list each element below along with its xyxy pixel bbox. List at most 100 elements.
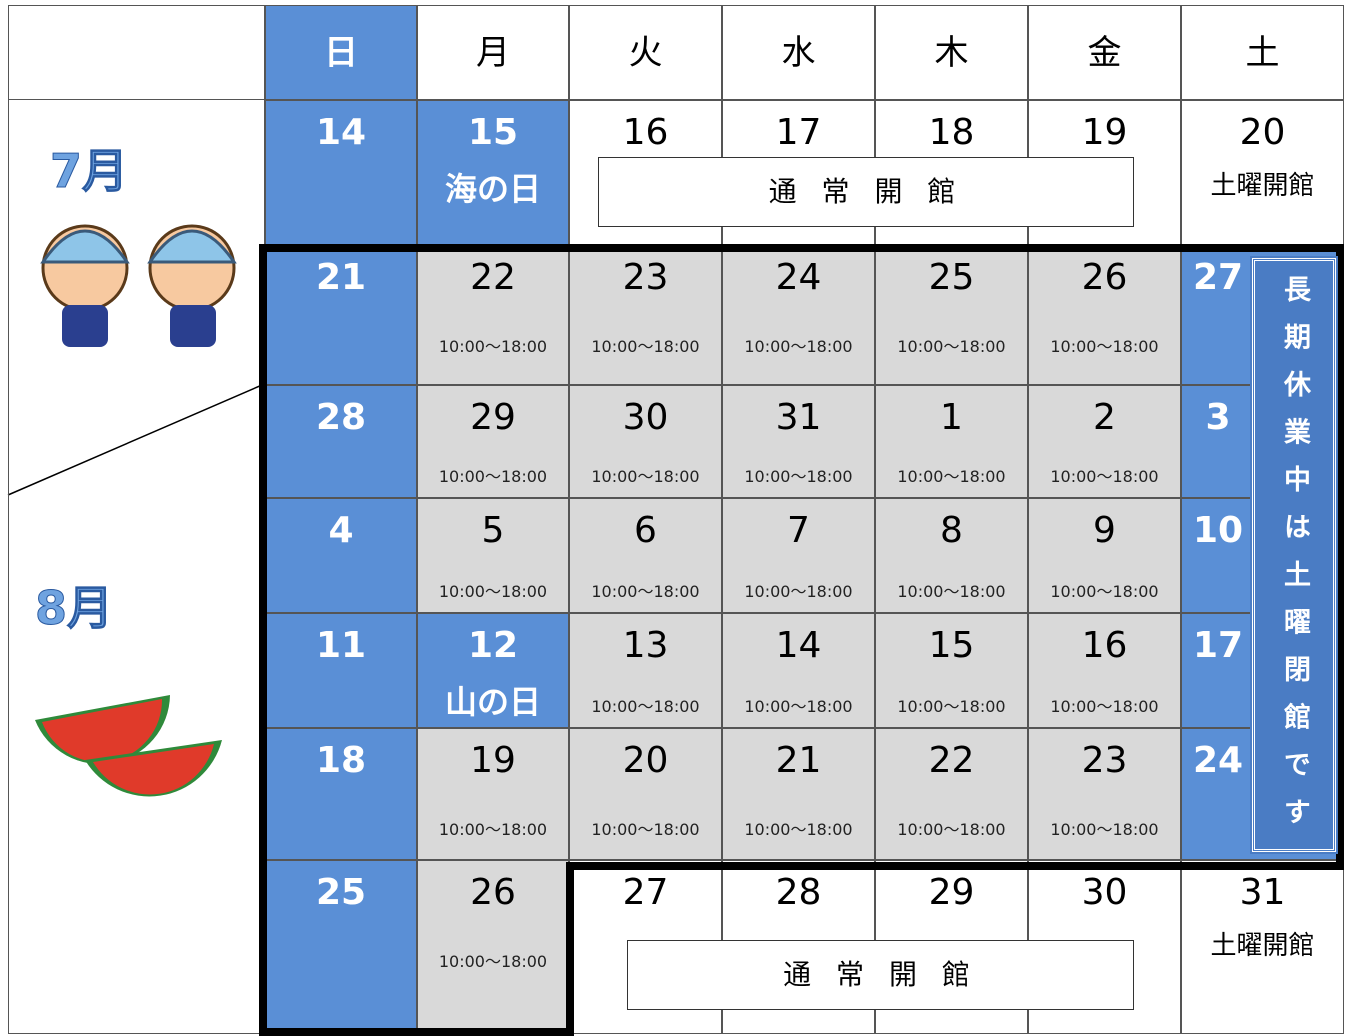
- weekday: 火: [628, 33, 663, 73]
- notice-box: 長期休業中は土曜閉館です: [1250, 256, 1338, 854]
- day-cell: 20 土曜開館: [1181, 100, 1344, 245]
- opening-hours: 10:00～18:00: [897, 467, 1006, 486]
- month-label: 8月: [34, 581, 114, 636]
- day-number: 24: [1192, 740, 1244, 781]
- day-cell: 14 10:00～18:00: [722, 613, 875, 728]
- opening-hours: 10:00～18:00: [591, 337, 700, 356]
- day-number: 29: [928, 872, 975, 913]
- day-number: 28: [315, 397, 367, 438]
- day-number: 17: [1192, 625, 1244, 666]
- day-cell: 31 土曜開館: [1181, 860, 1344, 1034]
- day-number: 8: [940, 510, 963, 551]
- weekday: 水: [781, 33, 816, 73]
- opening-hours: 10:00～18:00: [438, 467, 548, 486]
- day-number: 24: [775, 257, 822, 298]
- day-cell: 25 10:00～18:00: [875, 245, 1028, 385]
- day-cell: 26 10:00～18:00: [417, 860, 569, 1034]
- day-number: 21: [315, 257, 367, 298]
- day-number: 31: [1239, 872, 1286, 913]
- day-cell: 2 10:00～18:00: [1028, 385, 1181, 498]
- opening-hours: 10:00～18:00: [744, 697, 853, 716]
- day-cell: 30 10:00～18:00: [569, 385, 722, 498]
- opening-hours: 10:00～18:00: [591, 467, 700, 486]
- banner: 通 常 開 館: [627, 940, 1134, 1010]
- day-cell: 20 10:00～18:00: [569, 728, 722, 860]
- day-cell: 15 10:00～18:00: [875, 613, 1028, 728]
- day-cell: 21: [265, 245, 417, 385]
- opening-hours: 10:00～18:00: [438, 582, 548, 601]
- day-cell: 6 10:00～18:00: [569, 498, 722, 613]
- day-number: 27: [1192, 257, 1244, 298]
- notice-text: 長期休業中は土曜閉館です: [1279, 275, 1310, 845]
- day-number: 30: [1081, 872, 1128, 913]
- opening-hours: 10:00～18:00: [897, 697, 1006, 716]
- header-cell: 金: [1028, 5, 1181, 100]
- opening-hours: 10:00～18:00: [744, 582, 853, 601]
- day-number: 19: [1081, 112, 1128, 153]
- opening-hours: 10:00～18:00: [1050, 697, 1159, 716]
- day-number: 27: [622, 872, 669, 913]
- day-number: 14: [775, 625, 822, 666]
- day-number: 3: [1205, 397, 1231, 438]
- day-note: 海の日: [444, 170, 541, 208]
- weekday: 日: [324, 33, 358, 73]
- day-number: 10: [1192, 510, 1244, 551]
- day-cell: 18: [265, 728, 417, 860]
- opening-hours: 10:00～18:00: [1050, 820, 1159, 839]
- day-number: 1: [940, 397, 963, 438]
- opening-hours: 10:00～18:00: [897, 582, 1006, 601]
- day-number: 26: [1081, 257, 1128, 298]
- day-cell: 14: [265, 100, 417, 245]
- day-number: 22: [928, 740, 975, 781]
- day-number: 16: [622, 112, 669, 153]
- day-number: 6: [634, 510, 657, 551]
- opening-hours: 10:00～18:00: [1050, 582, 1159, 601]
- weekday: 金: [1087, 33, 1122, 73]
- header-cell: 土: [1181, 5, 1344, 100]
- day-cell: 22 10:00～18:00: [875, 728, 1028, 860]
- day-cell: 11: [265, 613, 417, 728]
- day-number: 20: [1239, 112, 1286, 153]
- day-number: 22: [470, 257, 516, 298]
- day-cell: 8 10:00～18:00: [875, 498, 1028, 613]
- outline: [259, 244, 1344, 1036]
- opening-hours: 10:00～18:00: [1050, 337, 1159, 356]
- opening-hours: 10:00～18:00: [591, 820, 700, 839]
- day-cell: 13 10:00～18:00: [569, 613, 722, 728]
- opening-hours: 10:00～18:00: [438, 337, 548, 356]
- day-note: 土曜開館: [1210, 171, 1315, 201]
- day-number: 30: [622, 397, 669, 438]
- day-cell: 26 10:00～18:00: [1028, 245, 1181, 385]
- day-number: 26: [470, 872, 516, 913]
- day-number: 28: [775, 872, 822, 913]
- day-number: 5: [481, 510, 505, 551]
- day-number: 25: [315, 872, 367, 913]
- day-number: 15: [467, 112, 519, 153]
- header-corner: [8, 5, 265, 100]
- day-cell: 15 海の日: [417, 100, 569, 245]
- day-cell: 5 10:00～18:00: [417, 498, 569, 613]
- day-number: 20: [622, 740, 669, 781]
- day-number: 12: [467, 625, 519, 666]
- opening-hours: 10:00～18:00: [591, 697, 700, 716]
- header-cell: 日: [265, 5, 417, 100]
- day-cell: 29 10:00～18:00: [417, 385, 569, 498]
- opening-hours: 10:00～18:00: [744, 467, 853, 486]
- day-cell: 24 10:00～18:00: [722, 245, 875, 385]
- day-number: 14: [315, 112, 367, 153]
- opening-hours: 10:00～18:00: [897, 337, 1006, 356]
- day-cell: 31 10:00～18:00: [722, 385, 875, 498]
- day-cell: 23 10:00～18:00: [569, 245, 722, 385]
- day-cell: 16 10:00～18:00: [1028, 613, 1181, 728]
- day-number: 2: [1093, 397, 1116, 438]
- opening-hours: 10:00～18:00: [744, 820, 853, 839]
- opening-hours: 10:00～18:00: [744, 337, 853, 356]
- opening-hours: 10:00～18:00: [438, 952, 548, 971]
- banner-text: 通 常 開 館: [768, 175, 964, 208]
- day-cell: 1 10:00～18:00: [875, 385, 1028, 498]
- day-number: 11: [315, 625, 367, 666]
- header-cell: 水: [722, 5, 875, 100]
- day-cell: 12 山の日: [417, 613, 569, 728]
